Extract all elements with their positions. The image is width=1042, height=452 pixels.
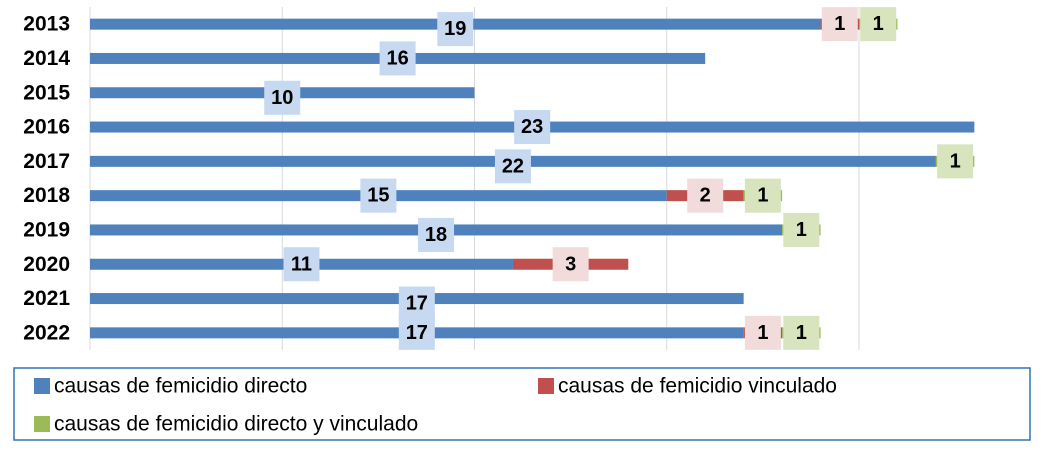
- data-label-bg: [687, 178, 724, 213]
- data-label: 11: [291, 253, 312, 275]
- data-label: 19: [444, 18, 466, 40]
- y-tick-label: 2022: [23, 321, 70, 344]
- data-label-bg: [264, 80, 301, 115]
- data-label: 1: [757, 185, 768, 207]
- data-label-bg: [552, 247, 589, 282]
- legend-swatch: [34, 416, 50, 432]
- y-tick-label: 2019: [23, 218, 70, 241]
- data-label-bg: [360, 178, 397, 213]
- legend-label: causas de femicidio vinculado: [558, 375, 837, 398]
- y-tick-label: 2018: [23, 184, 70, 207]
- data-label-bg: [744, 315, 781, 350]
- data-label-bg: [379, 41, 416, 76]
- data-label-bg: [418, 217, 455, 252]
- data-label: 15: [367, 185, 389, 207]
- data-label: 2: [700, 185, 711, 207]
- y-tick-label: 2013: [23, 13, 70, 36]
- y-tick-label: 2016: [23, 116, 70, 139]
- data-label-bg: [783, 212, 820, 247]
- data-label-bg: [937, 144, 974, 179]
- y-tick-label: 2020: [23, 253, 70, 276]
- data-label: 16: [386, 47, 408, 69]
- data-label-bg: [398, 286, 435, 321]
- y-tick-label: 2015: [23, 81, 70, 104]
- data-label: 23: [521, 116, 543, 138]
- data-label: 22: [502, 155, 524, 177]
- data-label: 1: [796, 219, 807, 241]
- data-label: 3: [565, 253, 576, 275]
- data-label-bg: [783, 315, 820, 350]
- data-label-bg: [398, 315, 435, 350]
- data-label-bg: [437, 12, 474, 47]
- data-label: 1: [950, 150, 961, 172]
- data-label: 10: [271, 87, 293, 109]
- data-label-bg: [283, 247, 320, 282]
- data-label: 1: [834, 13, 845, 35]
- y-tick-label: 2014: [23, 47, 70, 70]
- data-label: 17: [406, 293, 428, 315]
- legend-box: [13, 367, 1031, 441]
- data-label-bg: [821, 7, 858, 42]
- data-label: 1: [796, 322, 807, 344]
- legend-swatch: [538, 378, 554, 394]
- data-label: 18: [425, 224, 447, 246]
- legend-label: causas de femicidio directo: [54, 375, 307, 398]
- data-label-bg: [514, 110, 551, 145]
- y-tick-label: 2021: [23, 287, 70, 310]
- y-tick-label: 2017: [23, 150, 70, 173]
- data-label: 1: [757, 322, 768, 344]
- data-label-bg: [744, 178, 781, 213]
- data-label: 17: [406, 322, 428, 344]
- data-label-bg: [494, 149, 531, 184]
- legend-swatch: [34, 378, 50, 394]
- legend-label: causas de femicidio directo y vinculado: [54, 413, 418, 436]
- data-label-bg: [860, 7, 897, 42]
- data-label: 1: [873, 13, 884, 35]
